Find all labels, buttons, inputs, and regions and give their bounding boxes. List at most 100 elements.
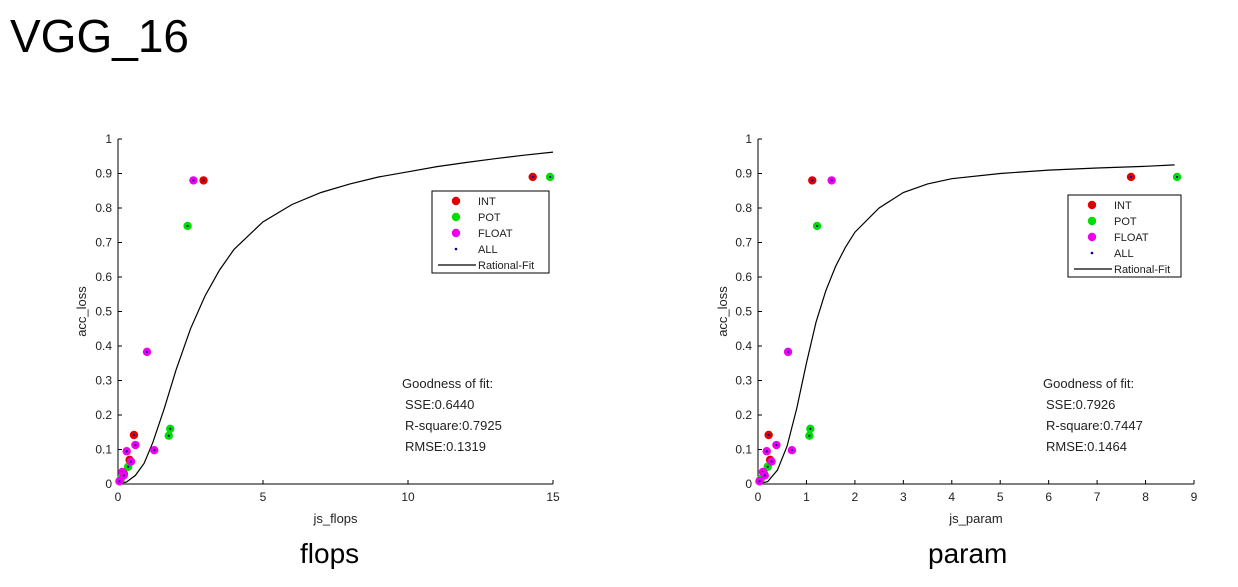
point-all: [1129, 175, 1133, 179]
legend-label-all: ALL: [478, 244, 498, 256]
point-all: [809, 427, 812, 430]
chart-caption-param: param: [928, 538, 1008, 569]
legend-label-int: INT: [1114, 200, 1132, 212]
x-tick-label: 10: [401, 490, 415, 504]
point-all: [766, 465, 769, 468]
point-all: [118, 480, 121, 483]
legend-label-all: ALL: [1114, 248, 1134, 260]
y-tick-label: 0.7: [95, 236, 112, 250]
x-tick-label: 0: [115, 490, 122, 504]
gof-heading: Goodness of fit:: [1043, 376, 1134, 391]
point-all: [790, 449, 794, 452]
chart-flops: 00.10.20.30.40.50.60.70.80.910 5 10 15js_fl…: [74, 132, 560, 526]
point-all: [153, 449, 156, 452]
point-all: [763, 474, 766, 477]
fit-curve: [757, 164, 1175, 485]
y-tick-label: 0.1: [735, 443, 752, 457]
point-all: [127, 465, 130, 468]
gof-sse: SSE:0.7926: [1046, 397, 1115, 412]
point-all: [1175, 175, 1179, 179]
point-all: [125, 450, 128, 453]
point-all: [192, 179, 195, 182]
y-axis-label: acc_loss: [715, 286, 730, 337]
legend-marker-pot: [451, 212, 461, 222]
point-all: [808, 434, 811, 437]
y-tick-label: 0.2: [735, 408, 752, 422]
point-all: [129, 460, 133, 463]
y-tick-label: 0.9: [735, 167, 752, 181]
x-tick-label: 9: [1191, 490, 1198, 504]
point-all: [786, 350, 790, 353]
x-tick-label: 0: [755, 490, 762, 504]
x-tick-label: 15: [546, 490, 560, 504]
gof-rmse: RMSE:0.1319: [405, 439, 486, 454]
point-all: [549, 175, 552, 179]
legend-label-pot: POT: [478, 212, 501, 224]
x-tick-label: 3: [900, 490, 907, 504]
gof-heading: Goodness of fit:: [402, 376, 493, 391]
x-tick-label: 4: [948, 490, 955, 504]
x-tick-label: 7: [1094, 490, 1101, 504]
legend-box: [1067, 194, 1182, 278]
gof-rmse: RMSE:0.1464: [1046, 439, 1127, 454]
x-tick-label: 8: [1142, 490, 1149, 504]
legend-marker-all: [454, 247, 458, 251]
y-tick-label: 0: [745, 477, 752, 491]
y-tick-label: 0.4: [735, 339, 752, 353]
y-tick-label: 0.8: [95, 201, 112, 215]
y-tick-label: 0.3: [95, 374, 112, 388]
legend-box: [431, 190, 550, 274]
legend-label-pot: POT: [1114, 216, 1137, 228]
x-tick-label: 1: [803, 490, 810, 504]
point-all: [202, 179, 205, 182]
y-tick-label: 0.1: [95, 443, 112, 457]
point-all: [830, 179, 833, 182]
legend-marker-pot: [1087, 216, 1097, 226]
x-tick-label: 5: [997, 490, 1004, 504]
y-tick-label: 0.5: [735, 305, 752, 319]
y-tick-label: 0.3: [735, 374, 752, 388]
point-all: [134, 443, 137, 447]
legend-marker-int: [1087, 200, 1097, 210]
gof-sse: SSE:0.6440: [405, 397, 474, 412]
y-tick-label: 0.6: [735, 270, 752, 284]
point-all: [775, 443, 778, 447]
chart-param: 0 0.1 0.2 0.3 0.4 0.5 0.6 0.7 0.8 0.9 1 0 1 2 3 4 5 6 7 8 9 j…: [715, 132, 1198, 526]
legend-marker-all: [1090, 251, 1094, 255]
y-tick-label: 0.2: [95, 408, 112, 422]
legend: INT POT FLOAT ALL Rational-Fit: [1067, 194, 1182, 278]
x-tick-label: 5: [260, 490, 267, 504]
y-tick-label: 0.7: [735, 236, 752, 250]
point-all: [767, 433, 770, 437]
chart-caption-flops: flops: [300, 538, 360, 569]
point-all: [145, 350, 149, 353]
y-tick-label: 0.8: [735, 201, 752, 215]
x-axis-label: js_flops: [312, 511, 358, 526]
legend-label-float: FLOAT: [1114, 232, 1149, 244]
y-tick-label: 0.6: [95, 270, 112, 284]
gof-rsquare: R-square:0.7925: [405, 418, 502, 433]
point-all: [758, 480, 761, 483]
point-all: [169, 427, 172, 430]
legend-marker-float: [451, 228, 461, 238]
point-all: [186, 224, 189, 228]
y-tick-label: 0: [105, 477, 112, 491]
y-tick-label: 1: [745, 132, 752, 146]
point-all: [765, 450, 768, 453]
point-all: [816, 224, 819, 228]
fit-curve: [117, 151, 554, 485]
gof-rsquare: R-square:0.7447: [1046, 418, 1143, 433]
y-tick-label: 0.4: [95, 339, 112, 353]
point-all: [811, 179, 814, 182]
y-tick-label: 1: [105, 132, 112, 146]
legend-label-fit: Rational-Fit: [478, 260, 534, 272]
y-tick-label: 0.9: [95, 167, 112, 181]
point-all: [770, 460, 773, 463]
legend-marker-int: [451, 196, 461, 206]
legend-label-float: FLOAT: [478, 228, 513, 240]
point-all: [531, 175, 534, 179]
point-all: [167, 434, 170, 437]
page-title: VGG_16: [10, 10, 189, 62]
point-all: [132, 433, 136, 437]
